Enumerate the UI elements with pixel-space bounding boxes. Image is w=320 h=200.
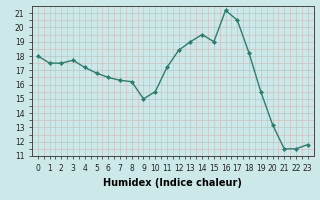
X-axis label: Humidex (Indice chaleur): Humidex (Indice chaleur) xyxy=(103,178,242,188)
